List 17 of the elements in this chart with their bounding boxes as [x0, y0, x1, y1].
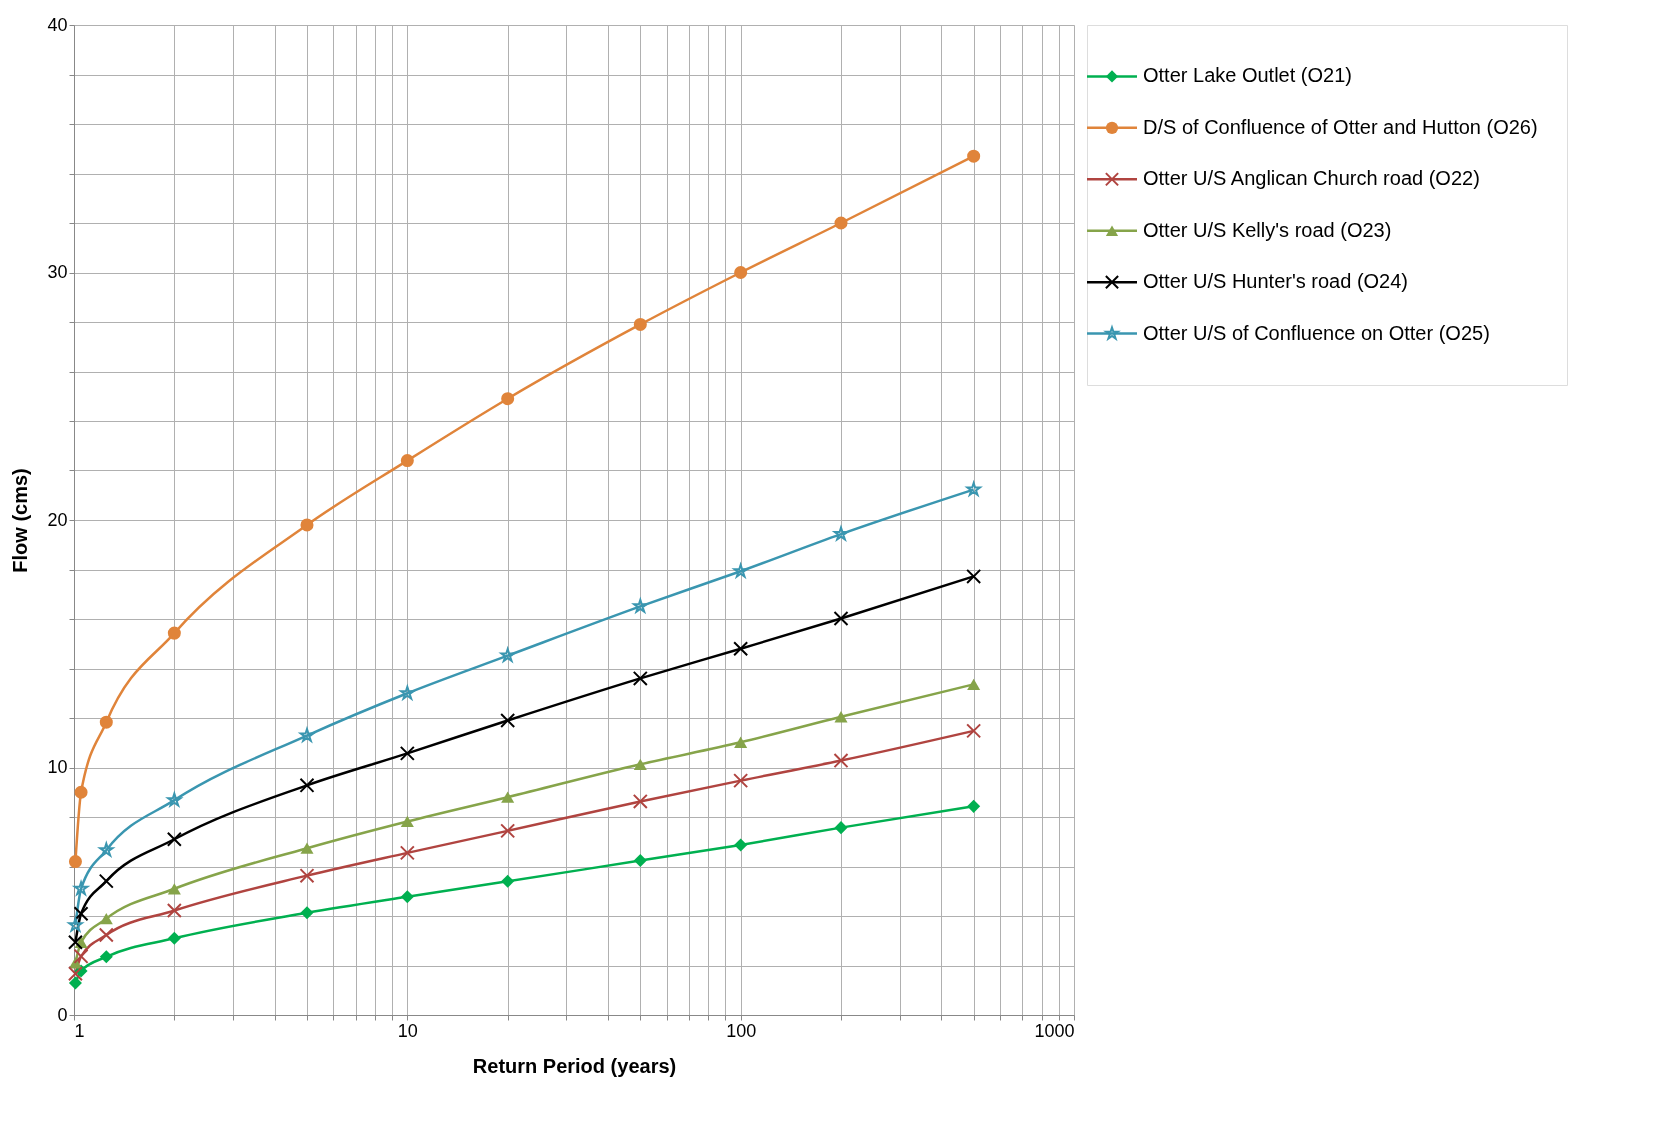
- y-tick-label: 30: [47, 262, 68, 282]
- legend-label: Otter U/S Kelly's road (O23): [1143, 218, 1392, 241]
- x-axis-title: Return Period (years): [472, 1054, 677, 1077]
- legend-label: Otter Lake Outlet (O21): [1143, 64, 1352, 87]
- legend-label: Otter U/S Hunter's road (O24): [1143, 270, 1409, 293]
- x-tick-label: 1: [74, 1020, 85, 1041]
- legend-label: Otter U/S of Confluence on Otter (O25): [1143, 321, 1490, 344]
- legend-label: D/S of Confluence of Otter and Hutton (O26): [1143, 115, 1538, 138]
- x-tick-label: 100: [726, 1020, 757, 1041]
- x-tick-label: 1000: [1034, 1020, 1075, 1041]
- legend-label: Otter U/S Anglican Church road (O22): [1143, 167, 1480, 190]
- y-tick-label: 20: [47, 509, 68, 530]
- x-tick-label: 10: [397, 1020, 418, 1041]
- y-tick-label: 10: [47, 757, 68, 777]
- y-tick-label: 40: [47, 14, 68, 35]
- y-tick-label: 0: [57, 1004, 68, 1025]
- y-axis-title: Flow (cms): [9, 468, 32, 573]
